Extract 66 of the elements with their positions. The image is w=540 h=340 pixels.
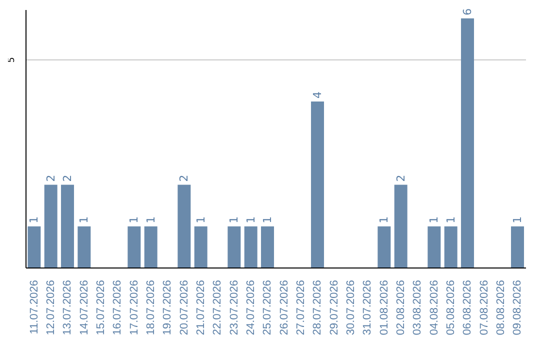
- x-tick-label: 24.07.2026: [245, 280, 257, 336]
- bar: [394, 184, 408, 268]
- data-label: 2: [61, 174, 74, 182]
- x-tick-label: 02.08.2026: [395, 280, 407, 336]
- bar: [228, 226, 241, 268]
- x-tick-label: 30.07.2026: [345, 280, 357, 336]
- x-tick-label: 16.07.2026: [112, 280, 124, 336]
- data-label: 1: [244, 216, 258, 224]
- bar: [461, 18, 474, 268]
- data-label: 2: [394, 174, 408, 182]
- data-label: 1: [128, 216, 141, 224]
- x-tick-label: 18.07.2026: [145, 280, 157, 336]
- bar: [128, 226, 141, 268]
- data-label: 4: [311, 92, 324, 99]
- bar: [61, 184, 74, 268]
- x-tick-label: 12.07.2026: [45, 280, 57, 336]
- x-tick-label: 17.07.2026: [128, 280, 140, 336]
- data-label: 1: [261, 216, 274, 224]
- bar: [444, 226, 458, 268]
- x-tick-label: 03.08.2026: [412, 280, 424, 336]
- data-label: 2: [178, 174, 191, 182]
- x-tick-label: 14.07.2026: [78, 280, 90, 336]
- x-tick-label: 07.08.2026: [478, 280, 490, 336]
- data-label: 1: [444, 216, 458, 224]
- data-label: 1: [194, 216, 208, 224]
- data-label: 1: [228, 216, 241, 224]
- x-tick-label: 20.07.2026: [178, 280, 190, 336]
- x-tick-label: 09.08.2026: [512, 280, 524, 336]
- data-label: 1: [428, 216, 441, 224]
- bar: [194, 226, 208, 268]
- data-label: 1: [28, 216, 41, 224]
- x-tick-label: 08.08.2026: [495, 280, 507, 336]
- data-label: 2: [44, 174, 58, 182]
- x-tick-label: 28.07.2026: [312, 280, 324, 336]
- x-tick-label: 21.07.2026: [195, 280, 207, 336]
- x-tick-label: 06.08.2026: [462, 280, 474, 336]
- x-tick-label: 29.07.2026: [328, 280, 340, 336]
- x-tick-label: 22.07.2026: [212, 280, 224, 336]
- x-tick-label: 04.08.2026: [428, 280, 440, 336]
- x-tick-label: 19.07.2026: [162, 280, 174, 336]
- data-label: 1: [144, 216, 158, 224]
- x-tick-label: 01.08.2026: [378, 280, 390, 336]
- data-label: 6: [461, 8, 474, 16]
- bar: [144, 226, 158, 268]
- x-tick-label: 15.07.2026: [95, 280, 107, 336]
- bar: [428, 226, 441, 268]
- x-tick-label: 26.07.2026: [278, 280, 290, 336]
- bar: [244, 226, 258, 268]
- data-label: 1: [511, 216, 524, 224]
- bar: [44, 184, 58, 268]
- data-label: 1: [378, 216, 391, 224]
- x-tick-label: 27.07.2026: [295, 280, 307, 336]
- x-tick-label: 23.07.2026: [228, 280, 240, 336]
- x-tick-label: 25.07.2026: [262, 280, 274, 336]
- bar: [261, 226, 274, 268]
- data-label: 1: [78, 216, 91, 224]
- x-tick-label: 11.07.2026: [28, 280, 40, 334]
- bar: [311, 102, 324, 268]
- bar: [378, 226, 391, 268]
- x-tick-label: 13.07.2026: [62, 280, 74, 336]
- bar: [511, 226, 524, 268]
- x-tick-label: 31.07.2026: [362, 280, 374, 336]
- bar: [78, 226, 91, 268]
- x-tick-label: 05.08.2026: [445, 280, 457, 336]
- bar: [28, 226, 41, 268]
- bar: [178, 184, 191, 268]
